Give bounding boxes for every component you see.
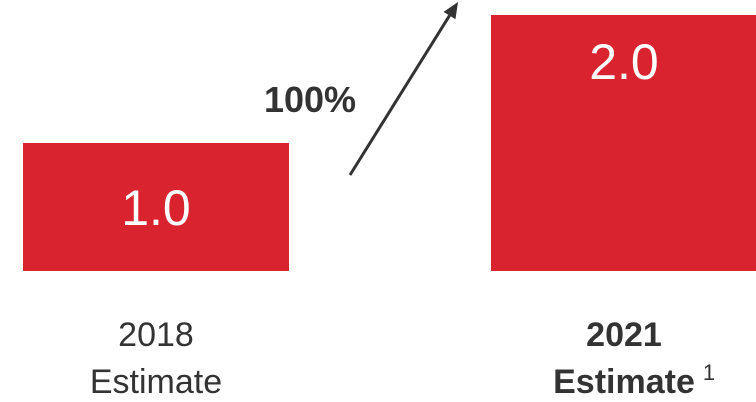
category-label-line1-1: 2021 [586, 316, 662, 354]
growth-label: 100% [264, 79, 356, 120]
growth-arrow-head [443, 2, 458, 20]
growth-indicator: 100% [264, 2, 458, 176]
category-label-line2-1: Estimate [553, 363, 695, 401]
bars-layer [23, 15, 756, 271]
bar-value-label-1: 2.0 [589, 34, 659, 90]
bar-1 [491, 15, 756, 271]
bar-value-labels: 1.0 2.0 [121, 34, 659, 236]
category-labels: 2018 Estimate 2021 Estimate 1 [90, 316, 715, 401]
category-label-line2-0: Estimate [90, 363, 222, 401]
growth-arrow-line [348, 14, 451, 176]
category-label-line1-0: 2018 [118, 316, 194, 354]
bar-value-label-0: 1.0 [121, 180, 191, 236]
bar-0 [23, 143, 289, 271]
footnote-marker: 1 [703, 360, 715, 385]
